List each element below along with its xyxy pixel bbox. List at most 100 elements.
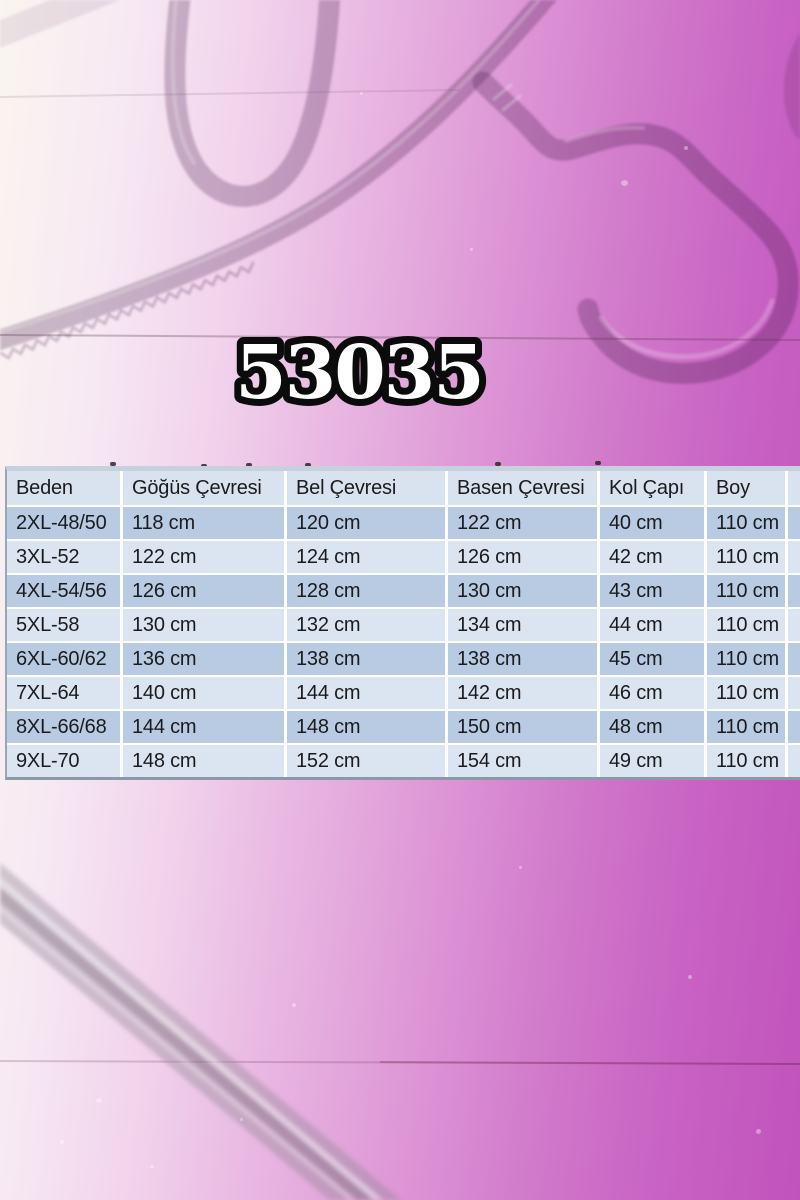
size-cell-beden: 8XL-66/68 (7, 711, 123, 743)
size-cell-boy: 110 cm (707, 541, 788, 573)
size-cell-beden: 7XL-64 (7, 677, 123, 709)
size-cell-kol: 45 cm (600, 643, 707, 675)
size-table-header-cell: Bel Çevresi (287, 471, 448, 505)
size-cell-kol: 40 cm (600, 507, 707, 539)
speckle (96, 1098, 102, 1103)
size-cell-bel: 120 cm (287, 507, 448, 539)
speckle (621, 180, 628, 186)
size-cell-kol: 48 cm (600, 711, 707, 743)
size-cell-boy: 110 cm (707, 677, 788, 709)
size-table-row: 3XL-52 122 cm 124 cm 126 cm 42 cm 110 cm (7, 539, 800, 573)
size-table-row: 8XL-66/68 144 cm 148 cm 150 cm 48 cm 110… (7, 709, 800, 743)
size-table-header-cell: Kol Çapı (600, 471, 707, 505)
size-cell-gogus: 144 cm (123, 711, 287, 743)
size-cell-gogus: 136 cm (123, 643, 287, 675)
hanger-lower-bar (0, 0, 557, 351)
size-table-row: 4XL-54/56 126 cm 128 cm 130 cm 43 cm 110… (7, 573, 800, 607)
speckle (360, 92, 363, 95)
product-code-badge: 53035 (228, 323, 491, 423)
size-cell-boy: 110 cm (707, 575, 788, 607)
size-cell-bel: 148 cm (287, 711, 448, 743)
size-cell-basen: 138 cm (448, 643, 600, 675)
size-table-row: 6XL-60/62 136 cm 138 cm 138 cm 45 cm 110… (7, 641, 800, 675)
size-cell-boy: 110 cm (707, 609, 788, 641)
hanger-fragment (783, 32, 800, 139)
size-cell-gogus: 126 cm (123, 575, 287, 607)
hanger-fragment-2 (0, 0, 121, 49)
size-cell-beden: 3XL-52 (7, 541, 123, 573)
size-cell-bel: 128 cm (287, 575, 448, 607)
size-cell-beden: 4XL-54/56 (7, 575, 123, 607)
speckle (519, 866, 522, 869)
size-cell-kol: 43 cm (600, 575, 707, 607)
hanger-shoulder-curve (164, 0, 341, 207)
speckle (60, 1140, 64, 1144)
size-cell-basen: 154 cm (448, 745, 600, 777)
size-cell-kol: 44 cm (600, 609, 707, 641)
crop-remnant (246, 463, 252, 467)
size-cell-gogus: 122 cm (123, 541, 287, 573)
size-cell-kol: 46 cm (600, 677, 707, 709)
size-cell-kol: 42 cm (600, 541, 707, 573)
size-cell-spacer (788, 677, 800, 709)
size-cell-basen: 130 cm (448, 575, 600, 607)
speckle (292, 1003, 296, 1007)
size-cell-bel: 132 cm (287, 609, 448, 641)
size-table-row: 7XL-64 140 cm 144 cm 142 cm 46 cm 110 cm (7, 675, 800, 709)
crop-remnant (305, 463, 311, 467)
size-cell-boy: 110 cm (707, 643, 788, 675)
size-cell-gogus: 130 cm (123, 609, 287, 641)
size-table: Beden Göğüs Çevresi Bel Çevresi Basen Çe… (5, 466, 800, 780)
size-table-body: 2XL-48/50 118 cm 120 cm 122 cm 40 cm 110… (7, 505, 800, 777)
speckle (240, 1118, 243, 1121)
size-table-row: 5XL-58 130 cm 132 cm 134 cm 44 cm 110 cm (7, 607, 800, 641)
size-table-header-row: Beden Göğüs Çevresi Bel Çevresi Basen Çe… (7, 471, 800, 505)
speckle (688, 975, 692, 979)
size-cell-spacer (788, 745, 800, 777)
size-cell-spacer (788, 711, 800, 743)
size-cell-spacer (788, 609, 800, 641)
size-cell-bel: 152 cm (287, 745, 448, 777)
speckle (470, 248, 473, 251)
size-cell-spacer (788, 541, 800, 573)
size-table-row: 2XL-48/50 118 cm 120 cm 122 cm 40 cm 110… (7, 505, 800, 539)
size-cell-gogus: 148 cm (123, 745, 287, 777)
size-table-row: 9XL-70 148 cm 152 cm 154 cm 49 cm 110 cm (7, 743, 800, 777)
size-cell-beden: 6XL-60/62 (7, 643, 123, 675)
crop-remnant (495, 462, 501, 466)
size-cell-boy: 110 cm (707, 507, 788, 539)
size-cell-basen: 142 cm (448, 677, 600, 709)
product-code: 53035 (235, 330, 482, 416)
size-cell-spacer (788, 643, 800, 675)
size-cell-beden: 5XL-58 (7, 609, 123, 641)
size-cell-boy: 110 cm (707, 745, 788, 777)
size-cell-basen: 150 cm (448, 711, 600, 743)
speckle (756, 1129, 761, 1134)
size-cell-boy: 110 cm (707, 711, 788, 743)
hanger-hook (472, 71, 799, 384)
size-table-header-cell: Göğüs Çevresi (123, 471, 287, 505)
size-table-header-cell: Beden (7, 471, 123, 505)
size-table-header-cell: Basen Çevresi (448, 471, 600, 505)
size-cell-spacer (788, 507, 800, 539)
size-cell-bel: 124 cm (287, 541, 448, 573)
speckle (150, 1165, 154, 1168)
crop-remnant (595, 461, 601, 465)
size-cell-beden: 9XL-70 (7, 745, 123, 777)
size-cell-beden: 2XL-48/50 (7, 507, 123, 539)
speckle (684, 146, 688, 150)
size-table-header-cell: Boy (707, 471, 788, 505)
size-cell-gogus: 118 cm (123, 507, 287, 539)
size-cell-bel: 144 cm (287, 677, 448, 709)
size-cell-basen: 126 cm (448, 541, 600, 573)
size-cell-spacer (788, 575, 800, 607)
hanger-teeth (0, 261, 255, 360)
size-cell-gogus: 140 cm (123, 677, 287, 709)
crop-remnant (110, 462, 116, 466)
size-cell-kol: 49 cm (600, 745, 707, 777)
size-cell-basen: 122 cm (448, 507, 600, 539)
